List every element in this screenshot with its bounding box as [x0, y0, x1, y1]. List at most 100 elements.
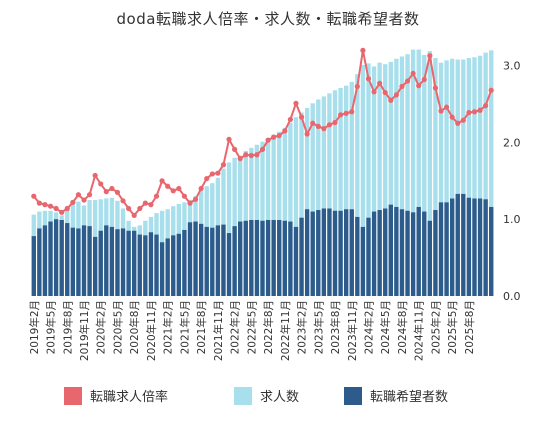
- point-ratio: [443, 104, 450, 110]
- bar-seekers: [304, 209, 310, 296]
- bar-jobs: [489, 50, 494, 296]
- bar-seekers: [120, 228, 126, 296]
- bar-seekers: [132, 230, 137, 296]
- bar-seekers: [277, 220, 282, 296]
- bar-jobs: [466, 58, 472, 296]
- bar-jobs: [433, 58, 438, 296]
- x-tick-label: 2020年11月: [145, 300, 158, 361]
- x-tick-label: 2022年11月: [279, 300, 292, 361]
- bar-seekers: [126, 230, 131, 296]
- bar-seekers: [154, 234, 159, 296]
- point-ratio: [170, 188, 176, 194]
- bar-jobs: [304, 107, 310, 297]
- point-ratio: [427, 53, 433, 59]
- point-ratio: [148, 202, 154, 208]
- point-ratio: [293, 100, 299, 106]
- bar-jobs: [282, 127, 287, 296]
- bar-seekers: [92, 236, 98, 296]
- bar-seekers: [171, 235, 176, 296]
- y-tick-label: 1.0: [503, 213, 521, 226]
- bar-jobs: [472, 57, 477, 297]
- bar-seekers: [187, 222, 193, 296]
- point-ratio: [365, 76, 372, 82]
- point-ratio: [181, 193, 187, 199]
- bar-seekers: [115, 229, 120, 296]
- bar-seekers: [489, 206, 494, 296]
- point-ratio: [449, 114, 455, 120]
- x-tick-label: 2022年2月: [229, 300, 242, 354]
- point-ratio: [220, 162, 227, 168]
- point-ratio: [388, 97, 394, 103]
- bar-seekers: [461, 193, 466, 296]
- point-ratio: [315, 123, 321, 129]
- bar-seekers: [98, 230, 103, 296]
- legend-label-jobs: 求人数: [260, 390, 300, 405]
- legend-item-seekers: 転職希望者数: [344, 386, 448, 405]
- bar-jobs: [277, 131, 282, 296]
- bar-jobs: [416, 49, 421, 297]
- bar-seekers: [416, 206, 421, 296]
- point-ratio: [276, 132, 282, 139]
- x-tick-label: 2024年11月: [413, 300, 426, 361]
- x-tick-label: 2023年2月: [296, 300, 309, 354]
- bar-jobs: [371, 66, 377, 296]
- bar-jobs: [316, 99, 321, 296]
- x-tick-label: 2020年5月: [111, 300, 124, 354]
- bar-seekers: [249, 220, 254, 296]
- bar-jobs: [299, 112, 304, 296]
- bar-seekers: [182, 229, 187, 296]
- point-ratio: [86, 192, 93, 198]
- point-ratio: [176, 185, 182, 192]
- bar-seekers: [293, 226, 299, 296]
- bar-seekers: [349, 209, 354, 296]
- bar-seekers: [449, 198, 455, 296]
- point-ratio: [232, 146, 238, 152]
- bar-jobs: [226, 162, 232, 296]
- bar-jobs: [260, 141, 265, 296]
- bar-seekers: [59, 220, 64, 296]
- point-ratio: [393, 92, 399, 98]
- bar-seekers: [282, 220, 287, 296]
- bar-seekers: [444, 202, 449, 296]
- bar-jobs: [355, 74, 360, 297]
- bar-jobs: [399, 56, 405, 296]
- bar-jobs: [366, 63, 371, 297]
- bar-seekers: [371, 211, 377, 296]
- bar-jobs: [405, 54, 410, 296]
- x-tick-label: 2021年11月: [212, 300, 225, 361]
- x-tick-label: 2021年8月: [195, 300, 208, 354]
- bar-seekers: [433, 210, 438, 296]
- point-ratio: [326, 122, 333, 128]
- point-ratio: [243, 152, 249, 158]
- bar-seekers: [87, 226, 92, 296]
- point-ratio: [488, 87, 494, 93]
- point-ratio: [31, 193, 37, 199]
- x-tick-label: 2023年5月: [312, 300, 325, 354]
- bar-jobs: [265, 137, 271, 296]
- bar-jobs: [344, 85, 349, 296]
- point-ratio: [371, 89, 377, 95]
- x-tick-label: 2020年8月: [128, 300, 141, 354]
- x-tick-label: 2024年2月: [362, 300, 375, 354]
- x-tick-label: 2021年5月: [178, 300, 191, 354]
- bar-seekers: [427, 220, 433, 296]
- bar-jobs: [444, 60, 449, 296]
- bar-seekers: [81, 225, 87, 296]
- point-ratio: [354, 83, 360, 90]
- bar-seekers: [221, 224, 226, 296]
- bar-seekers: [472, 198, 477, 296]
- x-tick-label: 2024年5月: [379, 300, 392, 354]
- bar-seekers: [176, 233, 181, 296]
- point-ratio: [382, 89, 388, 96]
- legend-item-ratio: 転職求人倍率: [64, 386, 168, 405]
- bar-seekers: [399, 209, 405, 296]
- point-ratio: [248, 152, 254, 159]
- y-tick-label: 3.0: [503, 60, 521, 73]
- point-ratio: [399, 83, 405, 90]
- bar-seekers: [210, 227, 215, 296]
- bar-jobs: [360, 64, 366, 296]
- bar-seekers: [226, 233, 232, 296]
- bar-seekers: [232, 226, 237, 296]
- bar-seekers: [37, 228, 42, 296]
- bar-seekers: [65, 223, 70, 296]
